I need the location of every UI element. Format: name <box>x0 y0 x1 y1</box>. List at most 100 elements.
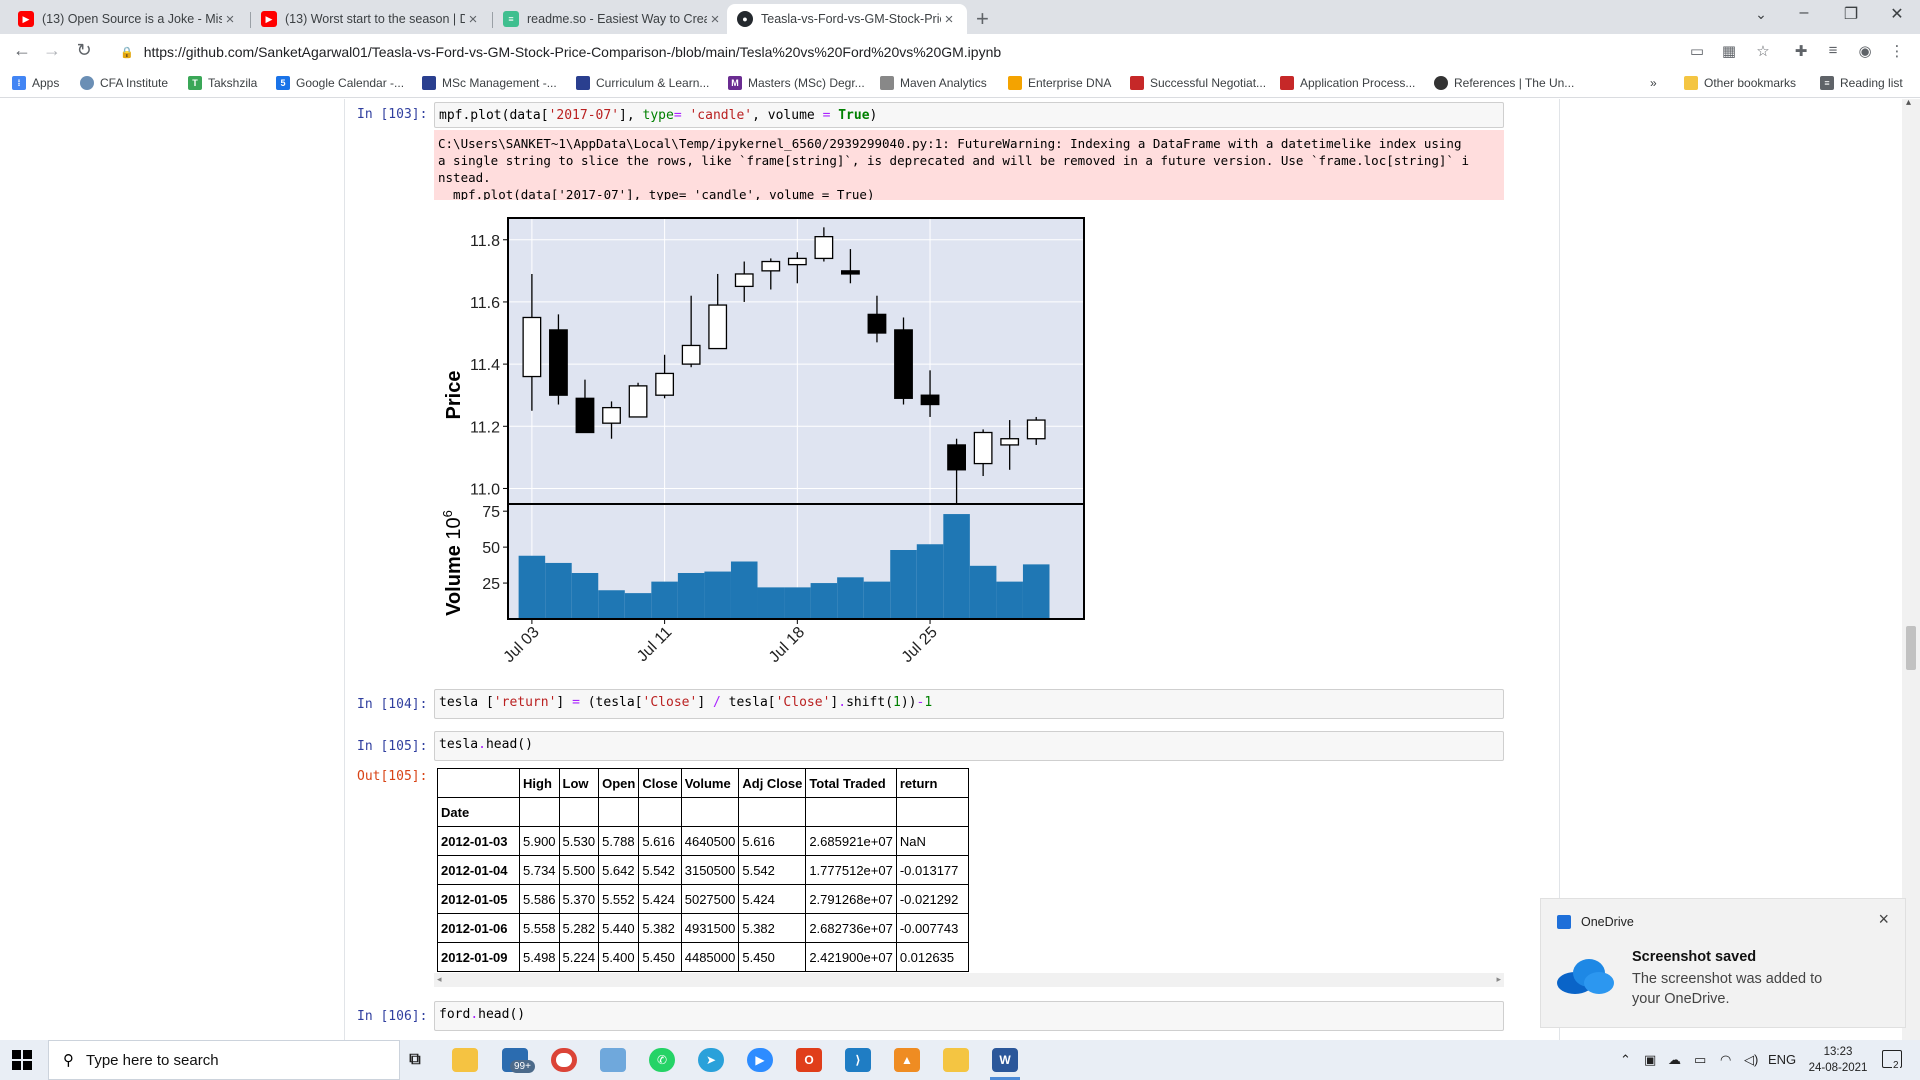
new-tab-button[interactable]: + <box>976 6 989 31</box>
telegram-icon[interactable]: ➤ <box>698 1048 724 1072</box>
taskbar-search-box[interactable]: ⚲ Type here to search <box>48 1040 400 1080</box>
bookmark-maven[interactable]: Maven Analytics <box>880 76 987 90</box>
bookmark-application[interactable]: Application Process... <box>1280 76 1415 90</box>
close-icon[interactable]: × <box>468 10 478 28</box>
horizontal-scrollbar[interactable]: ◂ ▸ <box>434 973 1504 987</box>
warning-line: C:\Users\SANKET~1\AppData\Local\Temp/ipy… <box>438 136 1462 151</box>
column-header: Adj Close <box>738 768 807 798</box>
bookmark-label: Google Calendar -... <box>296 76 405 90</box>
code-cell-103[interactable]: mpf.plot(data['2017-07'], type= 'candle'… <box>434 102 1504 128</box>
code-cell-106[interactable]: ford.head() <box>434 1001 1504 1031</box>
maven-icon <box>880 76 894 90</box>
restore-button[interactable]: ❐ <box>1843 6 1859 23</box>
bookmark-cfa[interactable]: CFA Institute <box>80 76 168 90</box>
profile-avatar-icon[interactable]: ◉ <box>1858 43 1872 60</box>
table-row: 2012-01-06 5.558 5.282 5.440 5.382 4931500 5.3… <box>437 913 969 943</box>
tray-overflow-icon[interactable]: ⌃ <box>1620 1052 1631 1067</box>
close-icon[interactable]: × <box>1878 909 1889 929</box>
clock[interactable]: 13:23 24-08-2021 <box>1804 1044 1872 1076</box>
bookmark-msc-management[interactable]: MSc Management -... <box>422 76 557 90</box>
cast-icon[interactable]: ▭ <box>1689 43 1705 60</box>
spyder-icon[interactable] <box>600 1048 626 1072</box>
address-toolbar: ← → ↻ 🔒 https://github.com/SanketAgarwal… <box>0 34 1920 70</box>
bookmark-masters[interactable]: M Masters (MSc) Degr... <box>728 76 865 90</box>
scrollbar-thumb[interactable] <box>1906 626 1916 670</box>
back-icon[interactable]: ← <box>13 40 31 60</box>
page-scrollbar[interactable]: ▴ <box>1902 99 1920 1040</box>
scroll-up-icon[interactable]: ▴ <box>1906 99 1912 108</box>
zoom-icon[interactable]: ▶ <box>747 1048 773 1072</box>
onedrive-toast[interactable]: OneDrive × Screenshot saved The screensh… <box>1540 898 1906 1028</box>
bookmark-star-icon[interactable]: ☆ <box>1756 43 1770 60</box>
vscode-icon[interactable]: ⟩ <box>845 1048 871 1072</box>
table-row: 2012-01-05 5.586 5.370 5.552 5.424 5027500 5.4… <box>437 884 969 914</box>
bookmark-apps[interactable]: ⁞ Apps <box>12 76 59 90</box>
bookmark-curriculum[interactable]: Curriculum & Learn... <box>576 76 709 90</box>
table-cell: 2.791268e+07 <box>805 884 897 914</box>
whatsapp-icon[interactable]: ✆ <box>649 1048 675 1072</box>
search-icon: ⚲ <box>63 1052 74 1069</box>
extensions-icon[interactable]: ✚ <box>1794 43 1808 60</box>
word-icon[interactable]: W <box>992 1048 1018 1072</box>
reading-list-icon[interactable]: ≡ <box>1828 42 1838 59</box>
office-icon[interactable]: O <box>796 1048 822 1072</box>
tab-search-icon[interactable]: ⌄ <box>1755 6 1767 22</box>
chrome-icon[interactable] <box>551 1048 577 1072</box>
task-view-icon[interactable]: ⧉ <box>409 1051 421 1068</box>
forward-icon[interactable]: → <box>43 40 61 60</box>
code-cell-104[interactable]: tesla ['return'] = (tesla['Close'] / tes… <box>434 689 1504 719</box>
close-icon[interactable]: × <box>225 10 235 28</box>
scroll-left-icon[interactable]: ◂ <box>437 974 442 984</box>
candle-body <box>708 304 728 350</box>
address-bar[interactable]: 🔒 https://github.com/SanketAgarwal01/Tea… <box>108 38 1678 66</box>
code-cell-105[interactable]: tesla.head() <box>434 731 1504 761</box>
table-cell: 5.282 <box>558 913 600 943</box>
file-explorer-icon[interactable] <box>452 1048 478 1072</box>
window-close-button[interactable]: ✕ <box>1890 6 1904 23</box>
battery-icon[interactable]: ▭ <box>1694 1052 1707 1067</box>
bookmark-google-calendar[interactable]: 5 Google Calendar -... <box>276 76 404 90</box>
tab-youtube-open-source[interactable]: ▶ (13) Open Source is a Joke - Misl × <box>8 4 248 34</box>
candle-body <box>973 431 993 465</box>
bookmarks-overflow-button[interactable]: » <box>1650 76 1657 90</box>
table-cell: 5.542 <box>738 855 807 885</box>
reading-list[interactable]: ≡ Reading list <box>1820 76 1903 90</box>
candle-body <box>761 260 781 272</box>
bookmark-takshzila[interactable]: T Takshzila <box>188 76 257 90</box>
youtube-icon: ▶ <box>18 11 34 27</box>
column-header: Close <box>638 768 682 798</box>
bookmark-references[interactable]: References | The Un... <box>1434 76 1574 90</box>
candle-body <box>1000 438 1020 446</box>
bookmark-negotiation[interactable]: Successful Negotiat... <box>1130 76 1266 90</box>
volume-icon[interactable]: ◁) <box>1744 1052 1759 1067</box>
menu-icon[interactable]: ⋮ <box>1889 43 1905 60</box>
qr-icon[interactable]: ▦ <box>1721 43 1737 60</box>
bookmark-label: CFA Institute <box>100 76 169 90</box>
language-indicator[interactable]: ENG <box>1768 1052 1797 1067</box>
volume-panel-frame <box>507 503 1085 620</box>
other-bookmarks[interactable]: Other bookmarks <box>1684 76 1796 90</box>
vlc-icon[interactable]: ▲ <box>894 1048 920 1072</box>
table-cell: 5.382 <box>738 913 807 943</box>
warning-line: nstead. <box>438 170 491 185</box>
notes-icon[interactable] <box>943 1048 969 1072</box>
tab-readme[interactable]: ≡ readme.so - Easiest Way to Creat × <box>493 4 733 34</box>
close-icon[interactable]: × <box>710 10 720 28</box>
readme-icon: ≡ <box>503 11 519 27</box>
scroll-right-icon[interactable]: ▸ <box>1496 974 1501 984</box>
wifi-icon[interactable]: ◠ <box>1720 1052 1732 1067</box>
bookmark-label: Reading list <box>1840 76 1903 90</box>
tab-youtube-worst-start[interactable]: ▶ (13) Worst start to the season | D × <box>251 4 491 34</box>
table-cell: 1.777512e+07 <box>805 855 897 885</box>
close-icon[interactable]: × <box>944 10 954 28</box>
meet-icon[interactable]: ▣ <box>1644 1052 1657 1067</box>
minimize-button[interactable]: – <box>1799 4 1809 21</box>
bookmark-enterprise-dna[interactable]: Enterprise DNA <box>1008 76 1111 90</box>
reload-icon[interactable]: ↻ <box>76 40 92 60</box>
onedrive-tray-icon[interactable]: ☁ <box>1668 1052 1681 1067</box>
tab-github-active[interactable]: ● Teasla-vs-Ford-vs-GM-Stock-Pric × <box>727 4 967 34</box>
row-index: 2012-01-05 <box>437 884 520 914</box>
warning-line: mpf.plot(data['2017-07'], type= 'candle'… <box>438 187 875 200</box>
windows-start-icon[interactable] <box>12 1050 32 1070</box>
mail-badge: 99+ <box>510 1060 535 1073</box>
